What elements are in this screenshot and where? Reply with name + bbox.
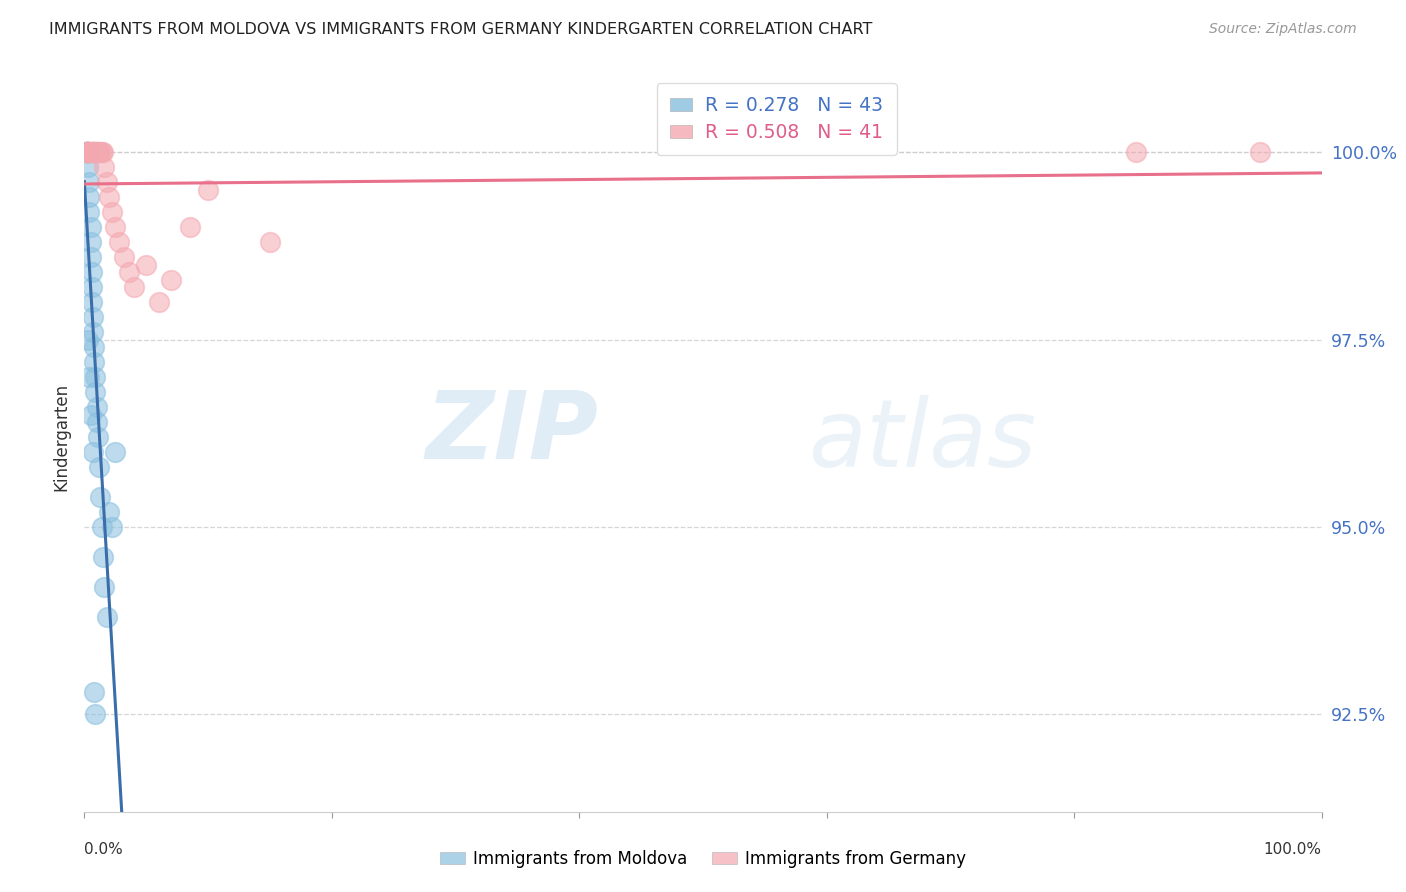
Point bbox=[84, 707, 107, 722]
Point bbox=[96, 175, 118, 189]
Text: atlas: atlas bbox=[808, 395, 1036, 486]
Point bbox=[75, 145, 97, 160]
Point bbox=[79, 145, 101, 160]
Point bbox=[135, 258, 157, 272]
Point bbox=[82, 145, 104, 160]
Point bbox=[93, 161, 115, 175]
Point bbox=[87, 430, 110, 444]
Point bbox=[83, 145, 105, 160]
Point bbox=[79, 145, 101, 160]
Point bbox=[79, 408, 101, 422]
Point bbox=[79, 145, 101, 160]
Point bbox=[76, 145, 98, 160]
Text: Source: ZipAtlas.com: Source: ZipAtlas.com bbox=[1209, 22, 1357, 37]
Point bbox=[118, 265, 141, 279]
Point bbox=[80, 295, 103, 310]
Point bbox=[86, 400, 108, 414]
Point bbox=[79, 235, 101, 250]
Point bbox=[77, 145, 100, 160]
Point bbox=[83, 340, 105, 354]
Point bbox=[84, 145, 107, 160]
Point bbox=[1125, 145, 1147, 160]
Point bbox=[76, 145, 98, 160]
Point bbox=[76, 145, 98, 160]
Point bbox=[79, 190, 101, 204]
Y-axis label: Kindergarten: Kindergarten bbox=[52, 383, 70, 491]
Point bbox=[77, 145, 100, 160]
Point bbox=[98, 505, 121, 519]
Point bbox=[259, 235, 281, 250]
Point bbox=[89, 145, 111, 160]
Point bbox=[91, 145, 114, 160]
Point bbox=[76, 145, 98, 160]
Point bbox=[83, 355, 105, 369]
Point bbox=[80, 145, 103, 160]
Point bbox=[75, 145, 97, 160]
Point bbox=[96, 610, 118, 624]
Point bbox=[100, 520, 122, 534]
Point bbox=[108, 235, 131, 250]
Point bbox=[90, 520, 112, 534]
Point bbox=[79, 175, 101, 189]
Point bbox=[77, 161, 100, 175]
Point bbox=[197, 183, 219, 197]
Legend: Immigrants from Moldova, Immigrants from Germany: Immigrants from Moldova, Immigrants from… bbox=[433, 844, 973, 875]
Point bbox=[112, 250, 135, 264]
Point bbox=[83, 685, 105, 699]
Point bbox=[93, 580, 115, 594]
Point bbox=[86, 145, 108, 160]
Point bbox=[79, 220, 101, 235]
Point bbox=[179, 220, 201, 235]
Point bbox=[104, 220, 127, 235]
Point bbox=[80, 265, 103, 279]
Text: IMMIGRANTS FROM MOLDOVA VS IMMIGRANTS FROM GERMANY KINDERGARTEN CORRELATION CHAR: IMMIGRANTS FROM MOLDOVA VS IMMIGRANTS FR… bbox=[49, 22, 873, 37]
Point bbox=[98, 190, 121, 204]
Text: 0.0%: 0.0% bbox=[84, 842, 124, 857]
Text: ZIP: ZIP bbox=[425, 387, 598, 479]
Point bbox=[83, 145, 105, 160]
Point bbox=[104, 445, 127, 459]
Point bbox=[84, 145, 107, 160]
Point bbox=[90, 145, 112, 160]
Point bbox=[80, 280, 103, 294]
Point bbox=[79, 250, 101, 264]
Point bbox=[160, 273, 183, 287]
Point bbox=[79, 370, 101, 384]
Point bbox=[79, 205, 101, 219]
Point bbox=[91, 549, 114, 564]
Point bbox=[82, 445, 104, 459]
Point bbox=[82, 145, 104, 160]
Point bbox=[84, 370, 107, 384]
Point bbox=[76, 145, 98, 160]
Point bbox=[84, 385, 107, 400]
Point bbox=[89, 490, 111, 504]
Legend: R = 0.278   N = 43, R = 0.508   N = 41: R = 0.278 N = 43, R = 0.508 N = 41 bbox=[657, 83, 897, 155]
Point bbox=[75, 145, 97, 160]
Point bbox=[89, 145, 111, 160]
Point bbox=[77, 145, 100, 160]
Point bbox=[77, 333, 100, 347]
Point bbox=[86, 415, 108, 429]
Point bbox=[77, 145, 100, 160]
Point bbox=[82, 325, 104, 339]
Point bbox=[1249, 145, 1271, 160]
Point bbox=[89, 460, 111, 475]
Point bbox=[122, 280, 145, 294]
Point bbox=[86, 145, 108, 160]
Point bbox=[77, 145, 100, 160]
Point bbox=[100, 205, 122, 219]
Point bbox=[79, 145, 101, 160]
Point bbox=[87, 145, 110, 160]
Point bbox=[76, 145, 98, 160]
Text: 100.0%: 100.0% bbox=[1264, 842, 1322, 857]
Point bbox=[148, 295, 170, 310]
Point bbox=[82, 310, 104, 325]
Point bbox=[80, 145, 103, 160]
